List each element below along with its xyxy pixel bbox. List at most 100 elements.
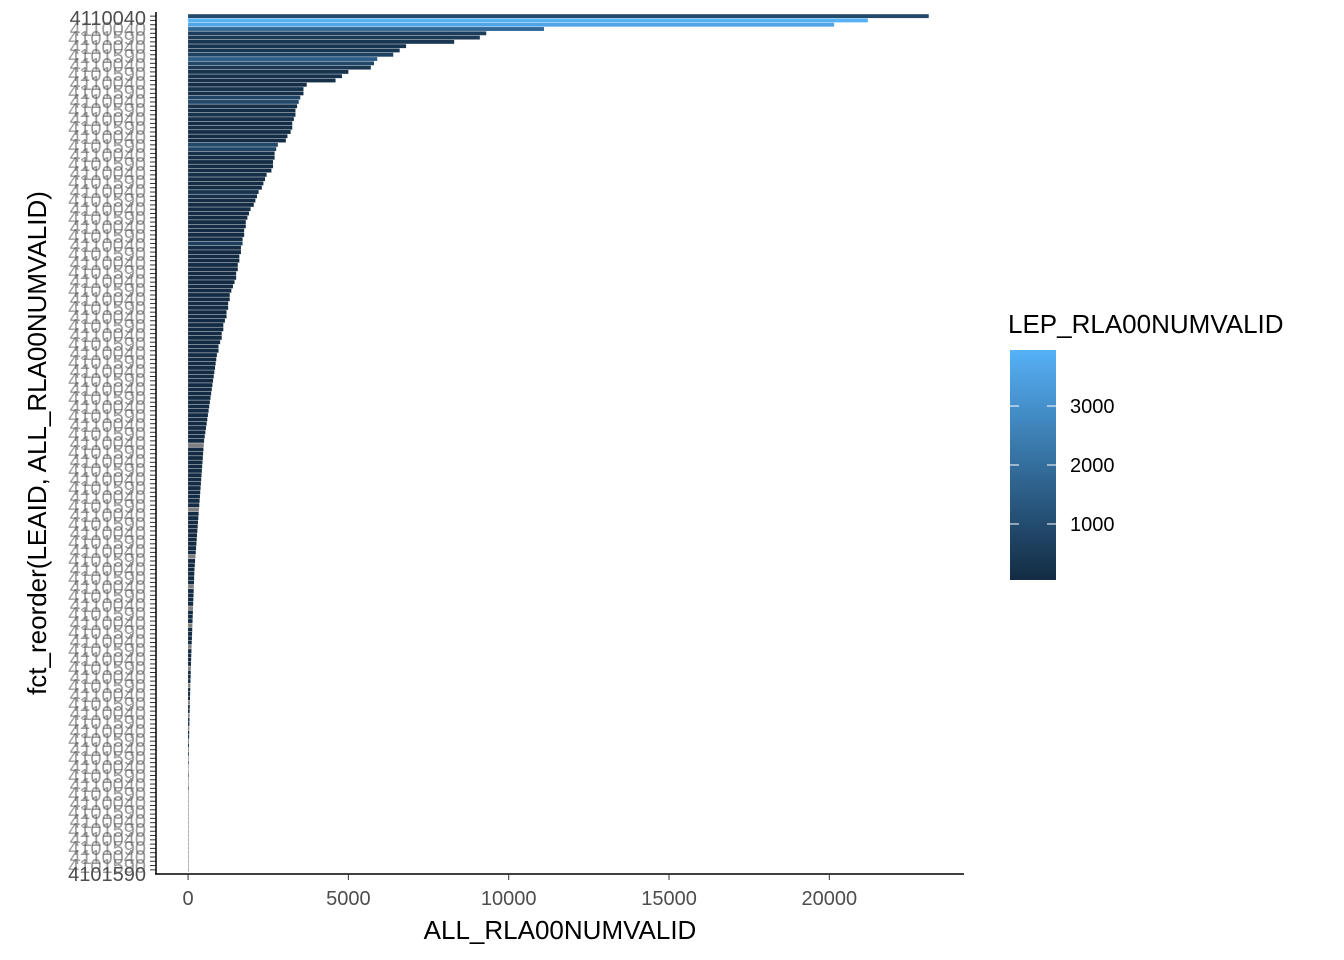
bar (188, 198, 256, 203)
y-tick-label-overlap: 4110040 (70, 685, 146, 707)
bar (188, 807, 189, 812)
bar (188, 473, 202, 478)
bar (188, 254, 240, 259)
y-tick-label-overlap: 4101590 (68, 676, 146, 698)
bar (188, 524, 198, 529)
bar (188, 627, 193, 632)
bar (188, 649, 192, 653)
y-tick-label-overlap: 4110040 (70, 271, 146, 293)
bar (188, 722, 190, 726)
bar (188, 426, 207, 430)
bar (188, 151, 275, 156)
y-tick-label-overlap: 4110040 (70, 109, 146, 131)
bar (188, 391, 212, 396)
y-tick-label-overlap: 4101590 (68, 640, 146, 662)
y-tick-label-overlap: 4101590 (68, 514, 146, 536)
bar (188, 571, 195, 576)
y-tick-label-overlap: 4110040 (70, 397, 146, 419)
bar (188, 794, 189, 799)
bar (188, 44, 407, 49)
y-tick-label-overlap: 4110040 (70, 253, 146, 275)
y-tick-label-overlap: 4110040 (70, 757, 146, 779)
y-tick-label-overlap: 4101590 (68, 100, 146, 122)
bar (188, 280, 235, 285)
bar (188, 747, 189, 752)
bar (188, 413, 208, 418)
bar (188, 833, 189, 838)
bar (188, 584, 194, 589)
y-tick-label-overlap: 4101590 (68, 226, 146, 248)
bar (188, 443, 204, 448)
y-tick-label-overlap: 4101590 (68, 802, 146, 824)
bar (188, 421, 207, 426)
bar (188, 644, 192, 649)
bar (188, 601, 194, 606)
y-tick-label-overlap: 4101590 (68, 244, 146, 266)
x-tick-label: 0 (183, 888, 194, 910)
y-tick-label-overlap: 4101590 (68, 46, 146, 68)
bar (188, 241, 243, 246)
y-tick-label-overlap: 4101590 (68, 64, 146, 86)
bar (188, 619, 193, 623)
legend: LEP_RLA00NUMVALID 3000 2000 1000 (1008, 309, 1284, 580)
bar (188, 245, 241, 250)
bar (188, 288, 232, 293)
bar (188, 39, 455, 44)
bar (188, 704, 190, 709)
bar (188, 121, 293, 126)
y-tick-label-overlap: 4101590 (68, 334, 146, 356)
bar (188, 850, 189, 855)
y-tick-label-overlap: 4110040 (70, 739, 146, 761)
y-tick-label-overlap: 4101590 (68, 352, 146, 374)
bar (188, 730, 190, 735)
bar (188, 400, 210, 405)
bar (188, 215, 248, 220)
bar (188, 357, 217, 362)
bar (188, 674, 191, 679)
x-tick-layer: 0 5000 10000 15000 20000 (183, 874, 858, 910)
y-tick-label-overlap: 4110040 (70, 829, 146, 851)
y-tick-label-overlap: 4101590 (68, 766, 146, 788)
bar (188, 370, 215, 375)
bar (188, 155, 275, 160)
bar (188, 760, 189, 765)
y-tick-label-overlap: 4101590 (68, 820, 146, 842)
bar (188, 340, 221, 345)
bar (188, 365, 215, 370)
bar (188, 541, 197, 546)
bar (188, 18, 868, 23)
bar (188, 859, 189, 864)
y-tick-label-overlap: 4101590 (68, 712, 146, 734)
x-tick-label: 20000 (802, 888, 858, 910)
bar (188, 481, 201, 486)
x-axis-title: ALL_RLA00NUMVALID (424, 915, 697, 945)
bar (188, 378, 214, 383)
y-tick-label-overlap: 4101590 (68, 190, 146, 212)
bar (188, 408, 209, 413)
bar (188, 692, 191, 696)
y-tick-label-overlap: 4101590 (68, 280, 146, 302)
bar (188, 752, 189, 756)
bar (188, 14, 929, 19)
bar (188, 490, 201, 495)
y-tick-label-overlap: 4101590 (68, 730, 146, 752)
bar (188, 447, 204, 452)
bar (188, 117, 294, 122)
y-tick-label-overlap: 4101590 (68, 478, 146, 500)
y-tick-label-overlap: 4101590 (68, 496, 146, 518)
bar (188, 790, 189, 795)
bar (188, 168, 272, 173)
bar (188, 275, 237, 280)
bar (188, 803, 189, 808)
y-tick-label-overlap: 4101590 (68, 82, 146, 104)
y-tick-label-overlap: 4101590 (68, 136, 146, 158)
y-tick-label-overlap: 4101590 (68, 550, 146, 572)
x-tick-label: 10000 (481, 888, 537, 910)
bar (188, 679, 191, 684)
y-tick-label-overlap: 4110040 (70, 127, 146, 149)
y-tick-label-overlap: 4110040 (70, 37, 146, 59)
y-tick-label-overlap: 4101590 (68, 424, 146, 446)
y-tick-label-overlap: 4110040 (70, 505, 146, 527)
bar (188, 301, 229, 306)
